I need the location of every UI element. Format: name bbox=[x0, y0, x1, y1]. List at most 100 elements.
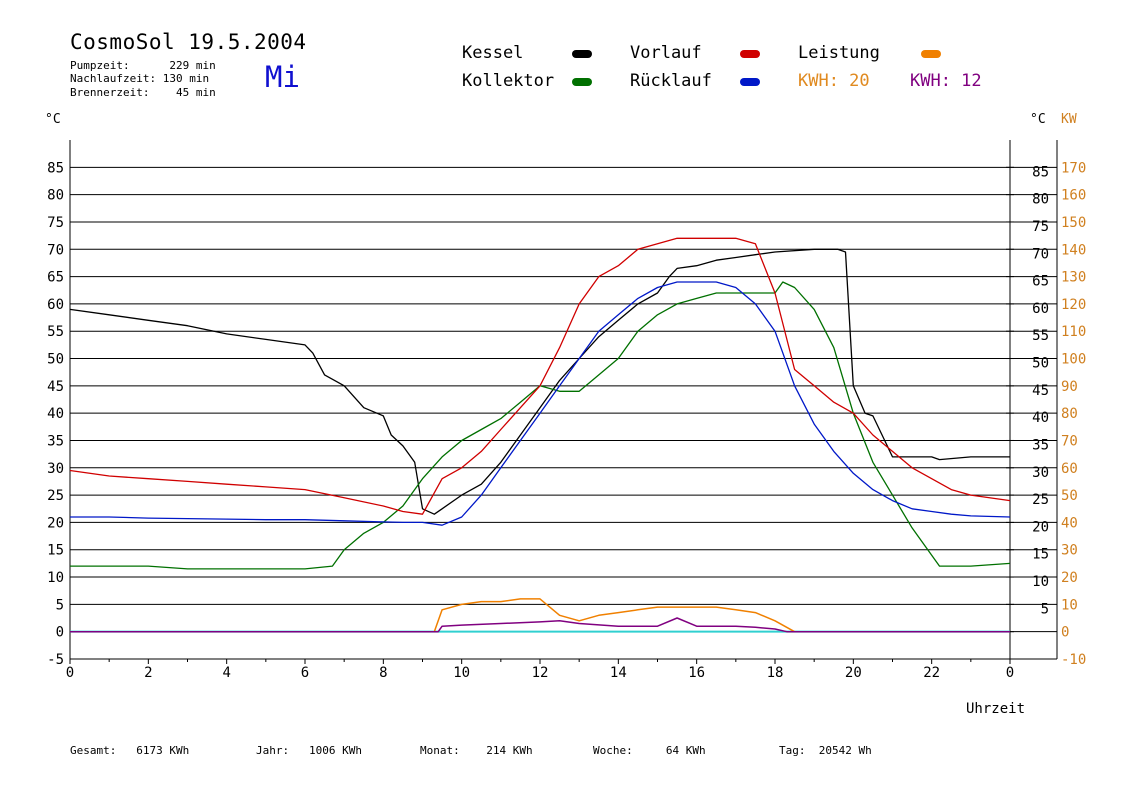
series-line-kollektor bbox=[70, 281, 1011, 570]
y-tick-label-left: 0 bbox=[56, 625, 64, 641]
y-tick-label-right-kw: 80 bbox=[1061, 406, 1078, 422]
footer-monat: Monat: 214 KWh bbox=[420, 744, 533, 757]
legend-kessel-swatch bbox=[572, 50, 592, 58]
y-tick-label-left: 5 bbox=[56, 597, 64, 613]
axes bbox=[69, 140, 1058, 664]
y-tick-label-right-c: 80 bbox=[1032, 192, 1049, 208]
x-tick-label: 2 bbox=[144, 665, 152, 681]
y-tick-label-left: 25 bbox=[47, 488, 64, 504]
legend-leistung-label: Leistung bbox=[798, 43, 880, 63]
y-tick-label-right-c: 30 bbox=[1032, 465, 1049, 481]
y-tick-label-left: 70 bbox=[47, 242, 64, 258]
y-tick-label-right-kw: 70 bbox=[1061, 433, 1078, 449]
y-tick-label-right-kw: 90 bbox=[1061, 379, 1078, 395]
y-tick-label-left: 35 bbox=[47, 433, 64, 449]
y-tick-label-right-kw: 170 bbox=[1061, 160, 1086, 176]
y-tick-label-right-c: 20 bbox=[1032, 519, 1049, 535]
x-tick-labels: 0 2 4 6 8 10 12 14 16 18 20 22 0 bbox=[66, 665, 1014, 681]
y-tick-label-left: 50 bbox=[47, 352, 64, 368]
y-tick-label-right-c: 40 bbox=[1032, 410, 1049, 426]
y-tick-label-right-c: 25 bbox=[1032, 492, 1049, 508]
x-tick-label: 12 bbox=[532, 665, 549, 681]
x-tick-label: 18 bbox=[767, 665, 784, 681]
legend-vorlauf-swatch bbox=[740, 50, 760, 58]
y-tick-label-left: 85 bbox=[47, 160, 64, 176]
x-tick-label: 0 bbox=[1006, 665, 1014, 681]
legend-ruecklauf-label: Rücklauf bbox=[630, 71, 712, 91]
y-tick-label-left: 15 bbox=[47, 543, 64, 559]
y-tick-label-right-kw: 130 bbox=[1061, 270, 1086, 286]
footer-woche: Woche: 64 KWh bbox=[593, 744, 706, 757]
y-tick-label-left: 75 bbox=[47, 215, 64, 231]
weekday-label: Mi bbox=[265, 60, 300, 94]
x-tick-label: 16 bbox=[688, 665, 705, 681]
y-tick-label-right-kw: 150 bbox=[1061, 215, 1086, 231]
chart-title: CosmoSol 19.5.2004 bbox=[70, 30, 307, 54]
left-axis-unit: °C bbox=[45, 112, 61, 127]
right-axis-unit-celsius: °C bbox=[1030, 112, 1046, 127]
x-tick-label: 4 bbox=[222, 665, 230, 681]
footer-gesamt: Gesamt: 6173 KWh bbox=[70, 744, 190, 757]
footer-jahr: Jahr: 1006 KWh bbox=[256, 744, 362, 757]
y-tick-label-right-c: 10 bbox=[1032, 574, 1049, 590]
y-tick-label-right-kw: 160 bbox=[1061, 188, 1086, 204]
y-tick-label-right-c: 85 bbox=[1032, 164, 1049, 180]
x-tick-label: 0 bbox=[66, 665, 74, 681]
grid-lines bbox=[70, 166, 1057, 660]
y-tick-label-right-kw: 40 bbox=[1061, 515, 1078, 531]
y-tick-label-left: 20 bbox=[47, 515, 64, 531]
y-tick-label-right-c: 60 bbox=[1032, 301, 1049, 317]
legend-leistung-swatch bbox=[921, 50, 941, 58]
y-tick-label-left: 45 bbox=[47, 379, 64, 395]
series-line-kessel bbox=[69, 248, 1010, 515]
y-tick-labels: -505101520253035404550556065707580855101… bbox=[47, 160, 1086, 668]
y-tick-label-right-c: 5 bbox=[1041, 601, 1049, 617]
y-tick-label-right-c: 75 bbox=[1032, 219, 1049, 235]
y-tick-label-left: 30 bbox=[47, 461, 64, 477]
y-tick-label-right-kw: 140 bbox=[1061, 242, 1086, 258]
x-tick-label: 22 bbox=[923, 665, 940, 681]
y-tick-label-right-c: 50 bbox=[1032, 356, 1049, 372]
series-line-leistung bbox=[70, 598, 1010, 633]
legend-ruecklauf-swatch bbox=[740, 78, 760, 86]
y-tick-label-right-kw: 120 bbox=[1061, 297, 1086, 313]
y-tick-label-left: -5 bbox=[47, 652, 64, 668]
y-tick-label-left: 60 bbox=[47, 297, 64, 313]
y-tick-label-right-kw: 30 bbox=[1061, 543, 1078, 559]
legend-vorlauf-label: Vorlauf bbox=[630, 43, 702, 63]
series-line-kwh_purple bbox=[70, 617, 1010, 633]
x-tick-label: 10 bbox=[453, 665, 470, 681]
y-tick-label-right-kw: 50 bbox=[1061, 488, 1078, 504]
y-tick-label-right-c: 35 bbox=[1032, 437, 1049, 453]
y-tick-label-right-c: 55 bbox=[1032, 328, 1049, 344]
y-tick-label-left: 55 bbox=[47, 324, 64, 340]
y-tick-label-right-kw: 10 bbox=[1061, 597, 1078, 613]
legend-kollektor-label: Kollektor bbox=[462, 71, 555, 91]
series-line-vorlauf bbox=[69, 237, 1011, 515]
series-line-ruecklauf bbox=[70, 281, 1011, 526]
brennerzeit-text: Brennerzeit: 45 min bbox=[70, 86, 216, 99]
y-tick-label-right-c: 65 bbox=[1032, 274, 1049, 290]
right-axis-unit-kw: KW bbox=[1061, 112, 1077, 127]
y-tick-label-right-kw: -10 bbox=[1061, 652, 1086, 668]
y-tick-label-right-c: 70 bbox=[1032, 246, 1049, 262]
y-tick-label-right-c: 15 bbox=[1032, 547, 1049, 563]
legend-kwh-orange: KWH: 20 bbox=[798, 71, 870, 91]
y-tick-label-right-kw: 0 bbox=[1061, 625, 1069, 641]
y-tick-label-right-kw: 100 bbox=[1061, 352, 1086, 368]
legend-kwh-purple: KWH: 12 bbox=[910, 71, 982, 91]
x-tick-label: 8 bbox=[379, 665, 387, 681]
nachlaufzeit-text: Nachlaufzeit: 130 min bbox=[70, 72, 210, 85]
x-tick-label: 20 bbox=[845, 665, 862, 681]
y-tick-label-right-kw: 20 bbox=[1061, 570, 1078, 586]
y-tick-label-left: 40 bbox=[47, 406, 64, 422]
pumpzeit-text: Pumpzeit: 229 min bbox=[70, 59, 216, 72]
y-tick-label-right-c: 45 bbox=[1032, 383, 1049, 399]
x-axis-label: Uhrzeit bbox=[966, 701, 1026, 717]
x-tick-label: 6 bbox=[301, 665, 309, 681]
y-tick-label-left: 65 bbox=[47, 270, 64, 286]
y-tick-label-left: 80 bbox=[47, 188, 64, 204]
series-lines bbox=[69, 237, 1011, 633]
legend-kollektor-swatch bbox=[572, 78, 592, 86]
